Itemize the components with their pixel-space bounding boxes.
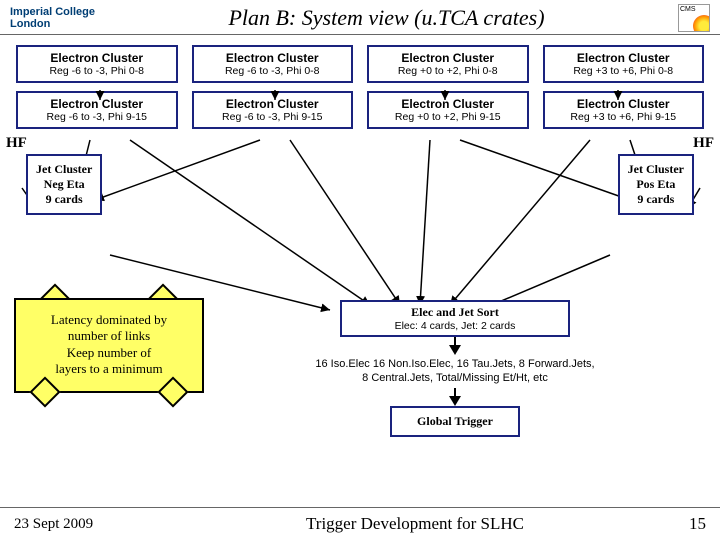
hf-right: HF [693,135,714,152]
ec-box-r2c3: Electron ClusterReg +0 to +2, Phi 9-15 [367,91,529,129]
ec-box-r1c1: Electron ClusterReg -6 to -3, Phi 0-8 [16,45,178,83]
logo-line2: London [10,18,95,30]
ec-box-r1c2: Electron ClusterReg -6 to -3, Phi 0-8 [192,45,354,83]
jet-row: Jet Cluster Neg Eta 9 cards Jet Cluster … [0,152,720,219]
callout: Latency dominated by number of links Kee… [14,298,204,393]
flow-line [454,388,456,396]
ec-box-r1c3: Electron ClusterReg +0 to +2, Phi 0-8 [367,45,529,83]
arrow-down-icon [449,345,461,355]
page-title: Plan B: System view (u.TCA crates) [95,5,678,31]
page-number: 15 [666,514,706,534]
flow-column: Elec and Jet Sort Elec: 4 cards, Jet: 2 … [240,300,670,437]
cms-sun-icon [693,15,710,32]
flow-line [454,337,456,345]
ec-box-r1c4: Electron ClusterReg +3 to +6, Phi 0-8 [543,45,705,83]
logo-line1: Imperial College [10,6,95,18]
flow-mid-text: 16 Iso.Elec 16 Non.Iso.Elec, 16 Tau.Jets… [240,355,670,388]
cms-logo-text: CMS [680,6,696,13]
jet-neg-box: Jet Cluster Neg Eta 9 cards [26,154,102,215]
hf-left: HF [6,135,27,152]
ec-box-r2c2: Electron ClusterReg -6 to -3, Phi 9-15 [192,91,354,129]
hf-row: HF HF [0,135,720,152]
ec-box-r2c1: Electron ClusterReg -6 to -3, Phi 9-15 [16,91,178,129]
global-trigger-box: Global Trigger [390,406,520,437]
imperial-logo: Imperial College London [10,6,95,30]
footer-date: 23 Sept 2009 [14,516,164,533]
header-bar: Imperial College London Plan B: System v… [0,0,720,35]
cms-logo: CMS [678,4,710,32]
footer: 23 Sept 2009 Trigger Development for SLH… [0,507,720,534]
sort-box: Elec and Jet Sort Elec: 4 cards, Jet: 2 … [340,300,570,337]
arrow-down-icon [449,396,461,406]
footer-title: Trigger Development for SLHC [164,514,666,534]
jet-pos-box: Jet Cluster Pos Eta 9 cards [618,154,694,215]
ec-box-r2c4: Electron ClusterReg +3 to +6, Phi 9-15 [543,91,705,129]
electron-grid: Electron ClusterReg -6 to -3, Phi 0-8 El… [0,35,720,135]
